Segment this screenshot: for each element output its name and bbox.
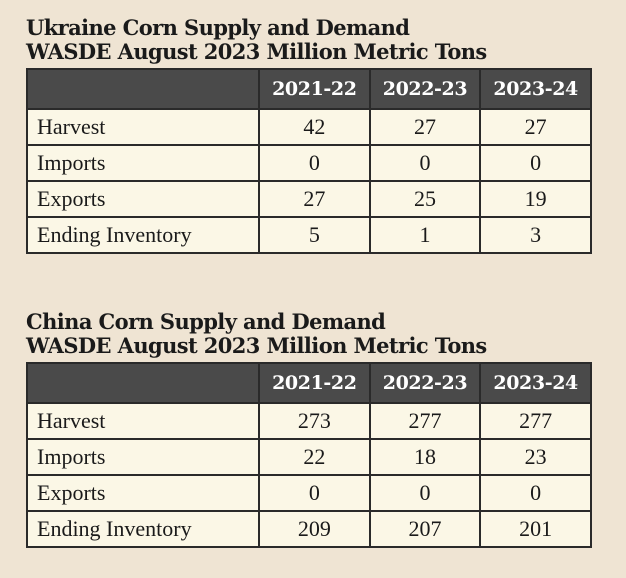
table-row: Imports 0 0 0 (26, 144, 592, 182)
table-cell: 0 (258, 474, 371, 512)
table-cell: 27 (258, 180, 371, 218)
table-cell: 22 (258, 438, 371, 476)
column-header: 2022-23 (368, 68, 482, 110)
header-corner-cell (26, 68, 260, 110)
ukraine-title: Ukraine Corn Supply and Demand WASDE Aug… (26, 16, 590, 64)
china-title-line2: WASDE August 2023 Million Metric Tons (26, 333, 487, 358)
table-cell: 19 (479, 180, 592, 218)
table-header-row: 2021-22 2022-23 2023-24 (26, 68, 592, 110)
table-cell: 207 (368, 510, 482, 548)
table-cell: 27 (368, 108, 482, 146)
china-title-line1: China Corn Supply and Demand (26, 309, 386, 334)
china-table: 2021-22 2022-23 2023-24 Harvest 273 277 … (26, 362, 592, 548)
china-title: China Corn Supply and Demand WASDE Augus… (26, 310, 590, 358)
table-cell: 42 (258, 108, 371, 146)
ukraine-title-line2: WASDE August 2023 Million Metric Tons (26, 39, 487, 64)
table-cell: 201 (479, 510, 592, 548)
row-label: Harvest (26, 108, 260, 146)
table-cell: 0 (368, 144, 482, 182)
table-row: Exports 27 25 19 (26, 180, 592, 218)
ukraine-table: 2021-22 2022-23 2023-24 Harvest 42 27 27… (26, 68, 592, 254)
table-cell: 209 (258, 510, 371, 548)
table-cell: 1 (368, 216, 482, 254)
china-table-block: China Corn Supply and Demand WASDE Augus… (26, 310, 592, 548)
row-label: Ending Inventory (26, 510, 260, 548)
header-corner-cell (26, 362, 260, 404)
table-cell: 0 (258, 144, 371, 182)
column-header: 2021-22 (258, 362, 371, 404)
table-cell: 23 (479, 438, 592, 476)
table-cell: 277 (479, 402, 592, 440)
table-cell: 273 (258, 402, 371, 440)
row-label: Imports (26, 144, 260, 182)
table-cell: 18 (368, 438, 482, 476)
table-cell: 0 (479, 474, 592, 512)
ukraine-table-block: Ukraine Corn Supply and Demand WASDE Aug… (26, 16, 592, 254)
row-label: Exports (26, 474, 260, 512)
row-label: Imports (26, 438, 260, 476)
table-cell: 277 (368, 402, 482, 440)
table-row: Imports 22 18 23 (26, 438, 592, 476)
table-row: Harvest 42 27 27 (26, 108, 592, 146)
table-cell: 0 (479, 144, 592, 182)
table-cell: 27 (479, 108, 592, 146)
table-row: Ending Inventory 209 207 201 (26, 510, 592, 548)
row-label: Harvest (26, 402, 260, 440)
column-header: 2023-24 (479, 362, 592, 404)
table-cell: 25 (368, 180, 482, 218)
row-label: Exports (26, 180, 260, 218)
column-header: 2023-24 (479, 68, 592, 110)
table-cell: 0 (368, 474, 482, 512)
table-cell: 3 (479, 216, 592, 254)
ukraine-title-line1: Ukraine Corn Supply and Demand (26, 15, 410, 40)
table-row: Ending Inventory 5 1 3 (26, 216, 592, 254)
table-row: Harvest 273 277 277 (26, 402, 592, 440)
column-header: 2022-23 (368, 362, 482, 404)
table-row: Exports 0 0 0 (26, 474, 592, 512)
row-label: Ending Inventory (26, 216, 260, 254)
table-header-row: 2021-22 2022-23 2023-24 (26, 362, 592, 404)
column-header: 2021-22 (258, 68, 371, 110)
table-cell: 5 (258, 216, 371, 254)
